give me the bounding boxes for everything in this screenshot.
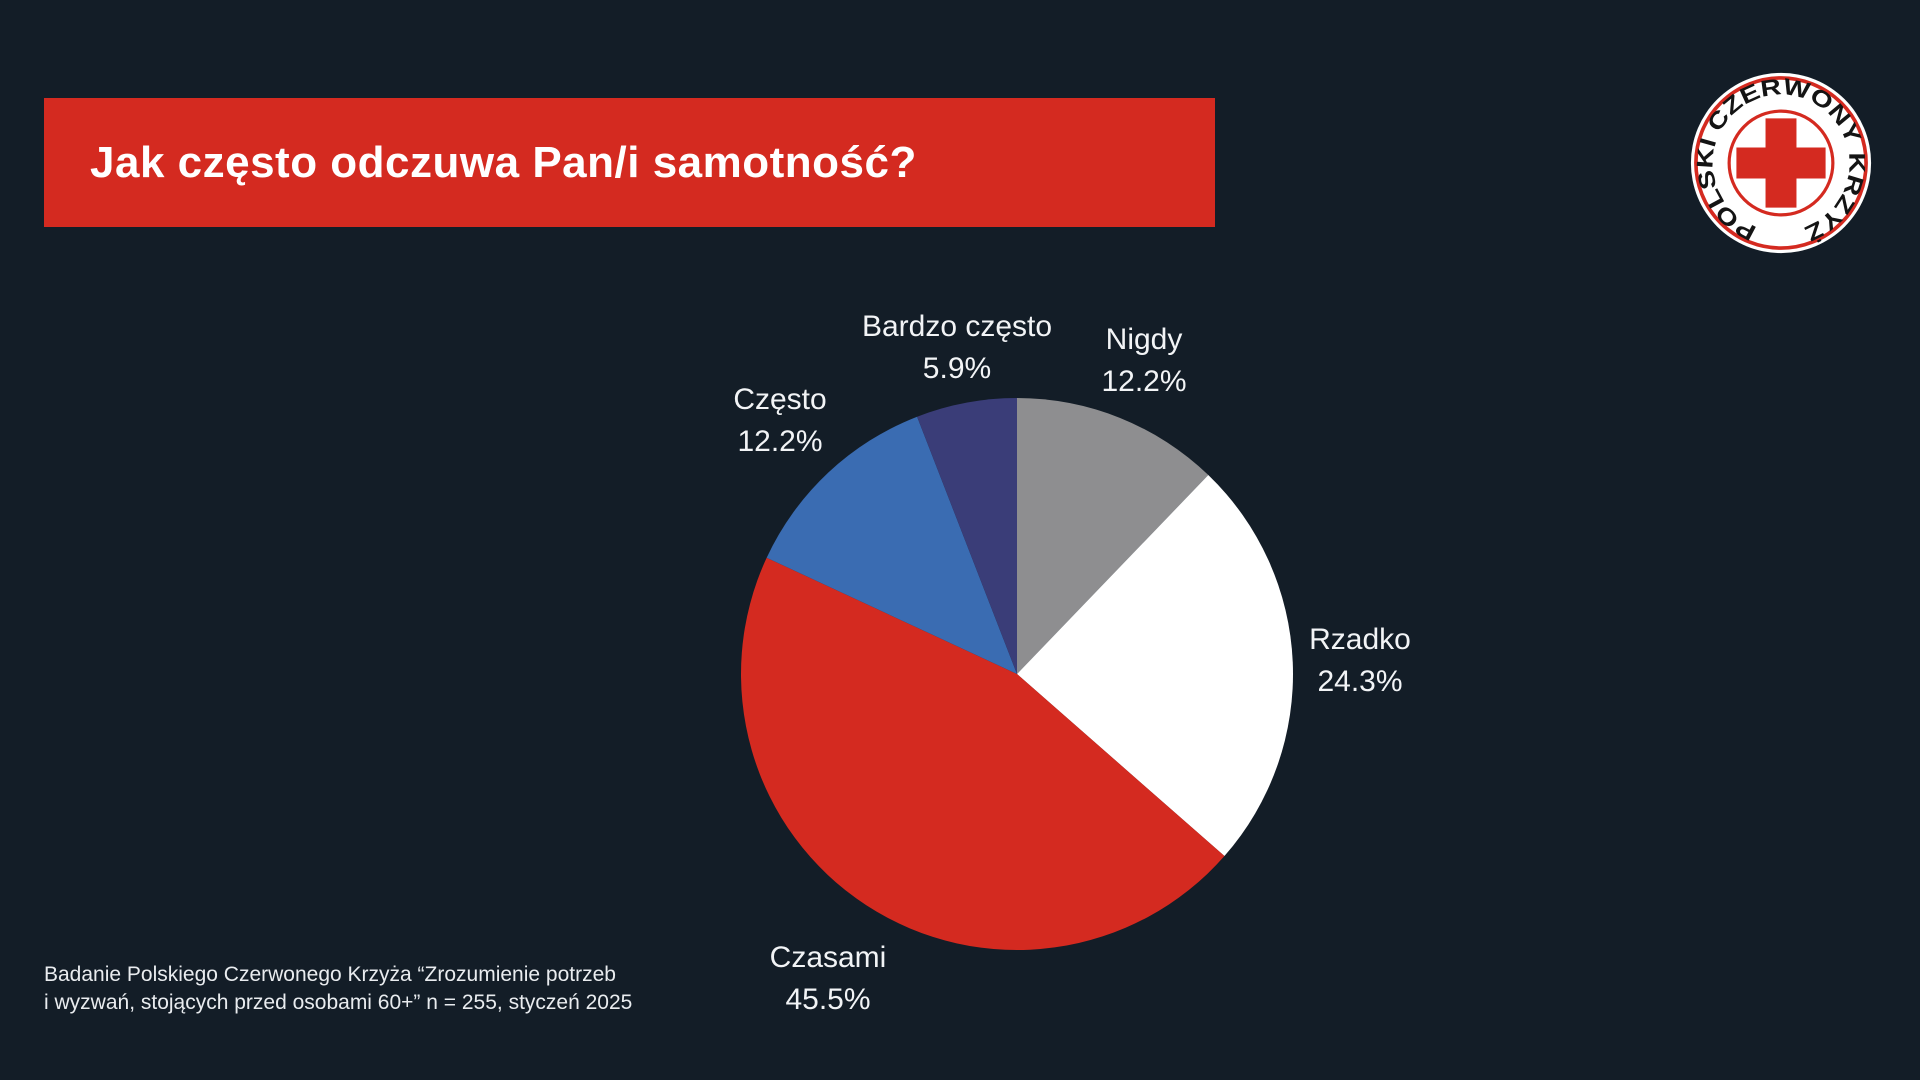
pie-chart: [741, 398, 1294, 951]
pie-label-bardzo-czesto: Bardzo często 5.9%: [862, 306, 1052, 390]
pie-label-name: Czasami: [769, 941, 887, 974]
pie-label-value: 24.3%: [1317, 665, 1403, 698]
pie-slice-rzadko: [1017, 475, 1294, 857]
pie-slice-bardzo-często: [917, 398, 1017, 674]
pie-label-value: 45.5%: [785, 983, 871, 1016]
pie-label-name: Rzadko: [1309, 623, 1411, 656]
logo-outer-ring: [1694, 76, 1868, 250]
pie-label-czasami: Czasami 45.5%: [770, 937, 887, 1021]
pie-label-value: 12.2%: [737, 425, 823, 458]
page-title: Jak często odczuwa Pan/i samotność?: [90, 137, 917, 187]
pie-slice-nigdy: [1017, 398, 1209, 674]
red-cross-logo-image: POLSKI CZERWONY KRZYŻ: [1690, 73, 1872, 254]
source-note-line2: i wyzwań, stojących przed osobami 60+” n…: [44, 991, 633, 1014]
pie-label-value: 12.2%: [1101, 365, 1187, 398]
red-cross-icon: [1736, 118, 1826, 208]
pie-label-czesto: Często 12.2%: [733, 379, 826, 463]
pie-label-name: Nigdy: [1105, 323, 1183, 356]
pie-slice-czasami: [741, 557, 1225, 951]
title-banner: Jak często odczuwa Pan/i samotność?: [44, 98, 1215, 227]
pie-label-name: Bardzo często: [861, 310, 1053, 343]
pie-label-value: 5.9%: [922, 352, 992, 385]
source-note-line1: Badanie Polskiego Czerwonego Krzyża “Zro…: [44, 963, 616, 986]
source-note: Badanie Polskiego Czerwonego Krzyża “Zro…: [44, 961, 632, 1017]
pie-slice-często: [766, 416, 1017, 674]
pie-label-rzadko: Rzadko 24.3%: [1309, 619, 1411, 703]
pie-label-nigdy: Nigdy 12.2%: [1101, 319, 1186, 403]
red-cross-logo: POLSKI CZERWONY KRZYŻ: [1690, 72, 1872, 254]
logo-inner-ring: [1727, 109, 1835, 217]
pie-label-name: Często: [733, 383, 827, 416]
